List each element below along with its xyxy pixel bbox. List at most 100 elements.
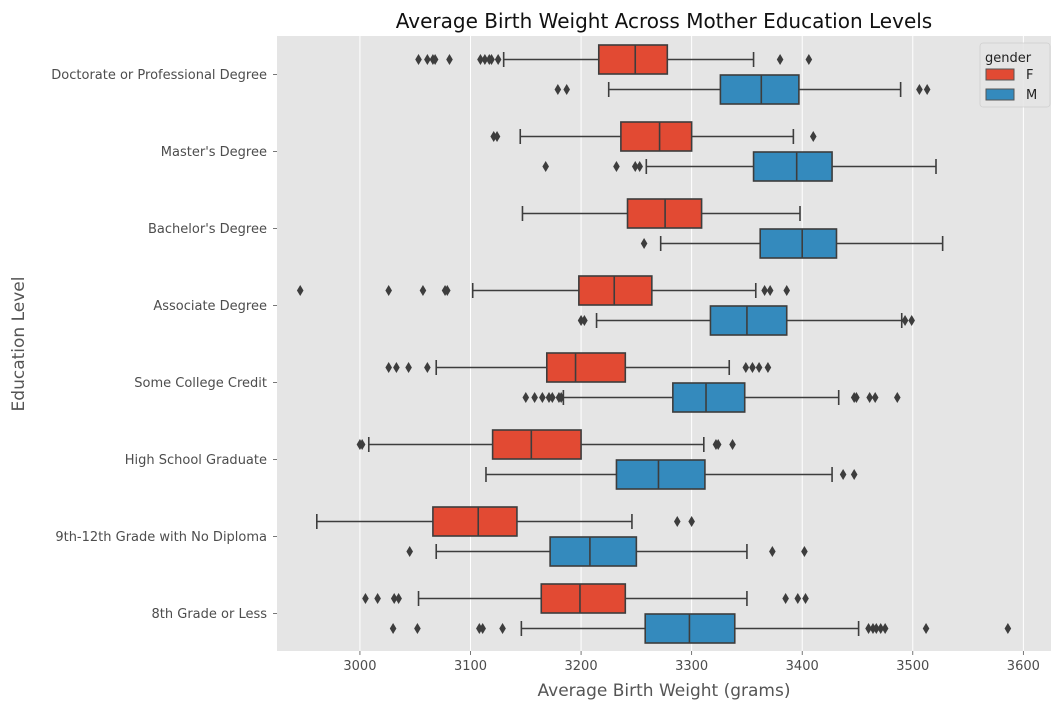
outlier-point [850, 469, 858, 480]
outlier-point [539, 392, 546, 403]
outlier-point [522, 392, 530, 403]
box [672, 382, 746, 413]
outlier-point [809, 131, 817, 142]
outlier-point [636, 161, 643, 172]
outlier-point [766, 285, 774, 296]
box-group-some-college-credit-f [385, 352, 772, 383]
outlier-point [554, 84, 562, 95]
outlier-point [405, 362, 412, 373]
box [719, 74, 800, 105]
box [432, 506, 518, 537]
box-group-doctorate-or-professional-degree-f [415, 44, 813, 75]
y-tick-label-master-s-degree: Master's Degree [161, 145, 267, 160]
box-group-associate-degree-f [296, 275, 791, 306]
outlier-point [688, 516, 695, 527]
legend-title: gender [985, 51, 1032, 66]
outlier-point [749, 362, 756, 373]
outlier-point [424, 54, 431, 65]
x-tick-label-3300: 3300 [675, 659, 708, 674]
outlier-point [389, 623, 397, 634]
outlier-point [794, 593, 802, 604]
outlier-point [631, 161, 639, 172]
outlier-point [499, 623, 506, 634]
x-tick-label-3500: 3500 [896, 659, 929, 674]
box [549, 536, 638, 567]
outlier-point [801, 546, 808, 557]
outlier-point [481, 54, 489, 65]
box-group-9th-12th-grade-with-no-diploma-m [406, 536, 808, 567]
outlier-point [490, 131, 498, 142]
outlier-point [783, 285, 791, 296]
outlier-point [362, 593, 369, 604]
outlier-point [877, 623, 885, 634]
x-tick-label-3000: 3000 [343, 659, 376, 674]
outlier-point [802, 593, 809, 604]
box [620, 121, 693, 152]
outlier-point [488, 54, 495, 65]
outlier-point [1004, 623, 1012, 634]
outlier-point [839, 469, 847, 480]
outlier-point [479, 623, 486, 634]
y-tick-label-bachelor-s-degree: Bachelor's Degree [148, 222, 267, 237]
x-axis-title: Average Birth Weight (grams) [538, 681, 791, 701]
outlier-point [385, 362, 392, 373]
outlier-point [431, 54, 439, 65]
box-group-high-school-graduate-m [485, 459, 858, 490]
outlier-point [424, 362, 431, 373]
box [578, 275, 653, 306]
outlier-point [296, 285, 304, 296]
outlier-point [385, 285, 392, 296]
outlier-point [742, 362, 750, 373]
y-tick-labels: Doctorate or Professional Degree Master's… [51, 68, 277, 622]
outlier-point [755, 362, 763, 373]
outlier-point [776, 54, 784, 65]
outlier-point [476, 623, 483, 634]
outlier-point [374, 593, 381, 604]
outlier-point [871, 392, 879, 403]
x-tick-label-3200: 3200 [565, 659, 598, 674]
box [709, 305, 788, 336]
outlier-point [542, 161, 549, 172]
x-tick-label-3400: 3400 [786, 659, 819, 674]
box-group-some-college-credit-m [522, 382, 901, 413]
outlier-point [923, 84, 931, 95]
outlier-point [415, 54, 422, 65]
box [491, 429, 582, 460]
y-tick-label-associate-degree: Associate Degree [153, 299, 267, 314]
box-group-doctorate-or-professional-degree-m [554, 74, 931, 105]
box-group-8th-grade-or-less-m [389, 613, 1012, 644]
y-tick-label-8th-grade-or-less: 8th Grade or Less [152, 607, 268, 622]
outlier-point [881, 623, 889, 634]
outlier-point [395, 593, 402, 604]
box [752, 151, 833, 182]
outlier-point [557, 392, 565, 403]
y-tick-label-some-college-credit: Some College Credit [134, 376, 267, 391]
outlier-point [493, 131, 501, 142]
outlier-point [908, 315, 915, 326]
outlier-point [865, 623, 872, 634]
box [759, 228, 838, 259]
outlier-point [581, 315, 588, 326]
outlier-point [916, 84, 923, 95]
box-group-bachelor-s-degree-f [521, 198, 801, 229]
x-tick-label-3100: 3100 [454, 659, 487, 674]
box [545, 352, 627, 383]
outlier-point [549, 392, 556, 403]
outlier-point [673, 516, 681, 527]
outlier-point [494, 54, 502, 65]
outlier-point [872, 623, 880, 634]
x-tick-labels: 3000 3100 3200 3300 3400 3500 3600 [343, 651, 1040, 674]
x-tick-label-3600: 3600 [1007, 659, 1040, 674]
outlier-point [477, 54, 484, 65]
y-axis-title: Education Level [9, 277, 29, 412]
outlier-point [393, 362, 400, 373]
chart-title: Average Birth Weight Across Mother Educa… [396, 9, 932, 33]
y-tick-label-doctorate-or-professional-degree: Doctorate or Professional Degree [51, 68, 267, 83]
outlier-point [577, 315, 585, 326]
outlier-point [545, 392, 553, 403]
outlier-point [894, 392, 901, 403]
box-group-master-s-degree-m [542, 151, 937, 182]
legend-label-m: M [1026, 88, 1037, 103]
box-group-associate-degree-m [577, 305, 915, 336]
